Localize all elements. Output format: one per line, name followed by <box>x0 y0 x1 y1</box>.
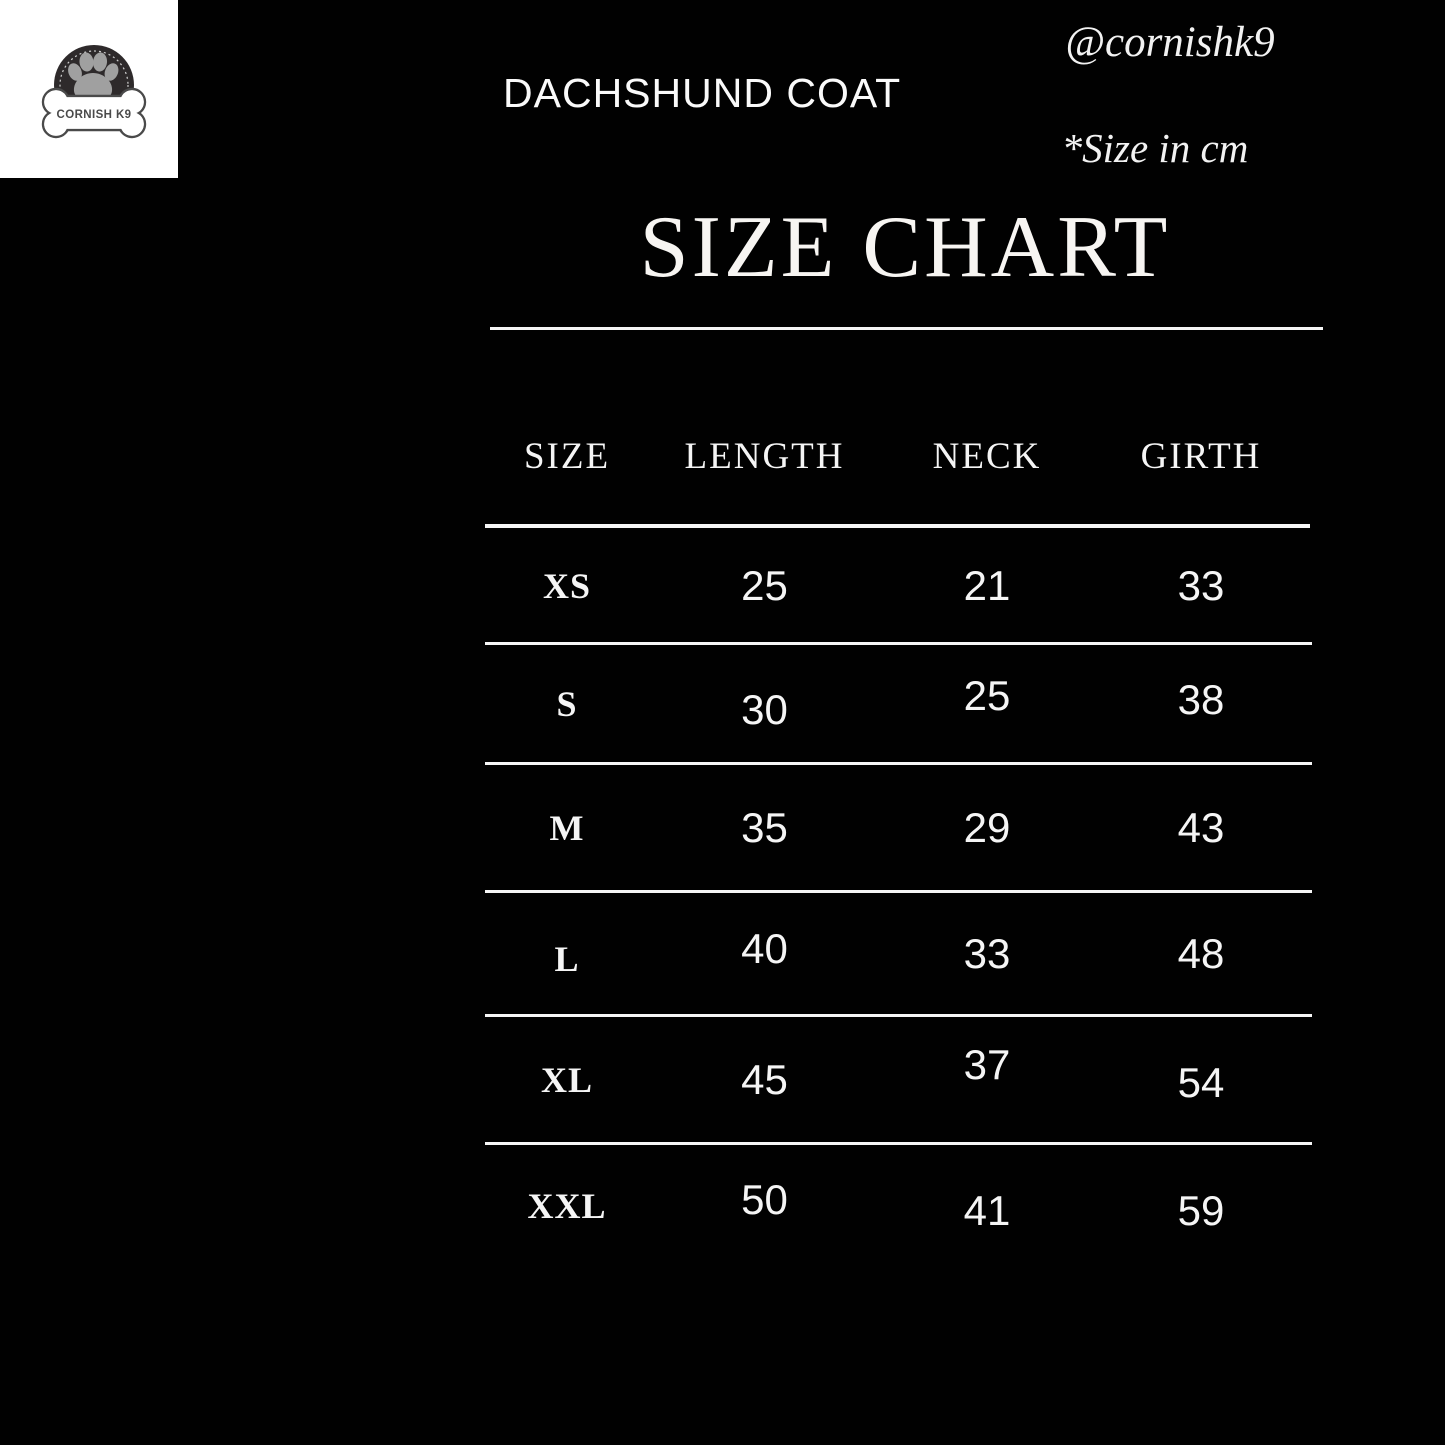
chart-title: SIZE CHART <box>639 199 1171 296</box>
column-header-neck: NECK <box>932 435 1042 477</box>
length-cell: 30 <box>741 686 788 733</box>
girth-cell: 48 <box>1177 930 1225 977</box>
girth-cell: 59 <box>1177 1187 1225 1234</box>
size-cell: L <box>554 939 580 979</box>
row-divider <box>485 1014 1312 1017</box>
neck-cell: 21 <box>963 562 1011 609</box>
table-row-xs: XS 25 21 33 <box>487 530 1310 642</box>
column-header-girth: GIRTH <box>1140 435 1262 477</box>
paw-icon <box>68 52 119 100</box>
neck-cell: 37 <box>963 1041 1011 1088</box>
size-cell: S <box>556 684 578 724</box>
bone-shape <box>41 87 147 139</box>
table-row-s: S 30 25 38 <box>487 648 1310 760</box>
size-cell: XS <box>542 566 592 606</box>
girth-cell: 38 <box>1177 676 1225 723</box>
length-cell: 40 <box>741 925 788 972</box>
row-divider <box>485 642 1312 645</box>
row-divider <box>485 1142 1312 1145</box>
table-row-xl: XL 45 37 54 <box>487 1020 1310 1140</box>
size-cell: XL <box>540 1060 593 1100</box>
neck-cell: 29 <box>963 804 1011 851</box>
girth-cell: 43 <box>1177 804 1225 851</box>
table-row-xxl: XXL 50 41 59 <box>487 1148 1310 1264</box>
size-unit-note: *Size in cm <box>1061 125 1249 171</box>
length-cell: 25 <box>741 562 788 609</box>
product-title: DACHSHUND COAT <box>503 70 902 116</box>
column-header-length: LENGTH <box>684 435 845 477</box>
neck-cell: 41 <box>963 1187 1011 1234</box>
row-divider <box>485 762 1312 765</box>
length-cell: 45 <box>741 1056 788 1103</box>
neck-cell: 33 <box>963 930 1011 977</box>
badge-dotted-ring <box>59 50 129 120</box>
length-cell: 35 <box>741 804 788 851</box>
size-cell: M <box>549 808 585 848</box>
title-divider <box>490 327 1323 330</box>
logo-text: CORNISH K9 <box>57 109 132 121</box>
girth-cell: 54 <box>1177 1059 1225 1106</box>
row-divider <box>485 890 1312 893</box>
instagram-handle: @cornishk9 <box>1065 19 1275 66</box>
neck-cell: 25 <box>963 672 1011 719</box>
table-header-row: SIZE LENGTH NECK GIRTH <box>487 430 1310 482</box>
cornish-k9-logo-icon: CORNISH K9 <box>41 45 147 139</box>
column-header-size: SIZE <box>523 435 611 477</box>
table-row-l: L 40 33 48 <box>487 896 1310 1012</box>
length-cell: 50 <box>741 1176 788 1223</box>
table-row-m: M 35 29 43 <box>487 768 1310 888</box>
header-divider <box>485 524 1310 528</box>
girth-cell: 33 <box>1177 562 1225 609</box>
brand-logo: CORNISH K9 <box>0 0 178 178</box>
size-cell: XXL <box>527 1186 607 1226</box>
